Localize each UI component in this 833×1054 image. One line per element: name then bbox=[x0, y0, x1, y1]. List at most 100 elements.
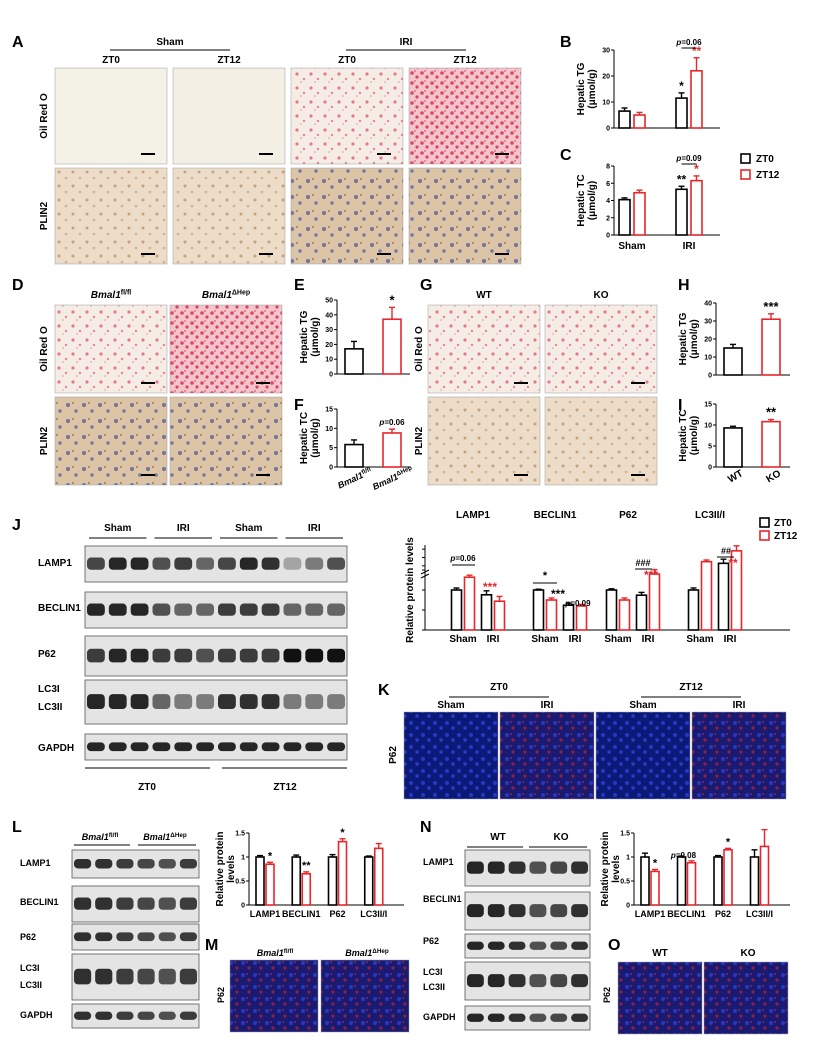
panelL-row-label: BECLIN1 bbox=[20, 897, 59, 907]
panelJ-blot-GAPDH bbox=[84, 733, 348, 761]
axis-break bbox=[420, 569, 430, 579]
panelA-row-label: PLIN2 bbox=[39, 201, 50, 230]
significance-star: ** bbox=[728, 556, 738, 570]
y-tick-label: 30 bbox=[325, 327, 333, 334]
blot-band bbox=[95, 968, 113, 985]
panel-letter-N: N bbox=[420, 819, 432, 836]
blot-band bbox=[152, 557, 171, 570]
x-tick-label: BECLIN1 bbox=[282, 909, 321, 919]
panelN-row-label: LC3II bbox=[423, 982, 445, 992]
panelA-micrograph bbox=[172, 167, 286, 265]
panelN-blot bbox=[464, 933, 591, 959]
blot-band bbox=[74, 968, 92, 985]
y-tick-label: 0 bbox=[708, 465, 712, 472]
blot-band bbox=[196, 742, 214, 752]
x-tick-label: IRI bbox=[569, 634, 582, 645]
bar-LAMP1-1 bbox=[650, 870, 660, 906]
y-axis-label: levels bbox=[226, 855, 237, 883]
panelJ-row-label: GAPDH bbox=[38, 743, 74, 754]
blot-band bbox=[508, 941, 526, 950]
chart-I: 0 5 10 15 Hepatic TC (μmol/g) ** WT KO bbox=[678, 402, 790, 485]
blot-band bbox=[305, 742, 324, 752]
blot-band bbox=[239, 742, 258, 752]
y-axis-label: Hepatic TG bbox=[299, 310, 310, 363]
panelD-micrograph bbox=[54, 304, 168, 394]
blot-band bbox=[130, 603, 149, 616]
panelK-row-label: P62 bbox=[388, 746, 399, 764]
blot-band bbox=[261, 603, 280, 616]
panelL-row-label: GAPDH bbox=[20, 1010, 53, 1020]
panelG-row-label: PLIN2 bbox=[414, 426, 425, 455]
x-tick-label: BECLIN1 bbox=[667, 909, 706, 919]
panelD-row-label: PLIN2 bbox=[39, 426, 50, 455]
y-tick-label: 15 bbox=[704, 402, 712, 409]
y-axis-label: (μmol/g) bbox=[689, 416, 700, 455]
blot-band bbox=[218, 648, 236, 663]
blot-band bbox=[158, 897, 176, 910]
x-tick-label: LC3II/I bbox=[360, 909, 387, 919]
blot-band bbox=[158, 968, 176, 985]
blot-band bbox=[571, 1013, 588, 1022]
y-tick-label: 30 bbox=[602, 48, 610, 55]
bar-P62-0 bbox=[713, 856, 723, 906]
x-tick-label: IRI bbox=[724, 634, 737, 645]
blot-band bbox=[116, 1011, 134, 1020]
panelL-blot bbox=[71, 1003, 200, 1029]
blot-band bbox=[174, 603, 193, 616]
chart-F: 0 5 10 15 Hepatic TC (μmol/g) p=0.06 Bmal1fl/fl… bbox=[299, 407, 413, 492]
blot-band bbox=[508, 861, 526, 874]
blot-band bbox=[218, 603, 236, 616]
y-axis-label: Relative protein levels bbox=[405, 537, 416, 643]
bar-LAMP1-1 bbox=[265, 863, 275, 906]
bar-LAMP1-Sham-ZT12 bbox=[463, 576, 476, 631]
blot-band bbox=[179, 858, 197, 869]
blot-band bbox=[174, 742, 193, 752]
blot-band bbox=[218, 742, 236, 752]
significance-p: p=0.06 bbox=[675, 38, 702, 47]
y-tick-label: 15 bbox=[325, 407, 333, 414]
y-tick-label: 1 bbox=[241, 855, 245, 862]
panelM-fluorescence bbox=[320, 959, 410, 1033]
y-tick-label: 1.5 bbox=[620, 831, 630, 838]
y-axis-label: Hepatic TC bbox=[299, 412, 310, 464]
y-tick-label: 5 bbox=[708, 444, 712, 451]
panel-letter-F: F bbox=[294, 397, 304, 414]
blot-band bbox=[487, 941, 505, 950]
panelK-group: ZT0 bbox=[490, 682, 508, 693]
significance-hash: ### bbox=[635, 558, 650, 568]
p-value: =0.06 bbox=[681, 38, 702, 47]
y-tick-label: 0.5 bbox=[235, 879, 245, 886]
blot-band bbox=[283, 742, 302, 752]
bar-BECLIN1-IRI-ZT12 bbox=[575, 605, 588, 631]
bar-LC3II/I-1 bbox=[759, 845, 770, 906]
panelA-group-Sham: Sham bbox=[156, 37, 183, 48]
bar-ZT0-Sham bbox=[618, 198, 631, 236]
panelO-column-label: WT bbox=[652, 948, 668, 959]
legend-label: ZT12 bbox=[756, 170, 780, 181]
blot-band bbox=[261, 694, 280, 710]
x-tick-label: Bmal1fl/fl bbox=[336, 466, 374, 491]
panelN-row-label: P62 bbox=[423, 936, 439, 946]
chart-H: 0 10 20 30 40 Hepatic TG (μmol/g) *** bbox=[678, 299, 790, 380]
genotype-superscript: ΔHep bbox=[372, 948, 389, 955]
panelN-row-label: LC3I bbox=[423, 967, 443, 977]
blot-band bbox=[467, 904, 484, 918]
panelK-subgroup: Sham bbox=[629, 700, 656, 711]
panelA-micrograph bbox=[290, 67, 404, 165]
bar-LAMP1-IRI-ZT12 bbox=[493, 600, 506, 631]
blot-band bbox=[571, 861, 588, 874]
y-tick-label: 10 bbox=[704, 423, 712, 430]
blot-band bbox=[529, 974, 547, 988]
panel-letter-K: K bbox=[378, 682, 390, 699]
genotype-superscript: ΔHep bbox=[170, 832, 187, 839]
bar-KO bbox=[761, 420, 781, 468]
blot-band bbox=[130, 648, 149, 663]
panelJ-top-group: IRI bbox=[177, 523, 190, 534]
bar-KO bbox=[761, 318, 781, 376]
y-tick-label: 2 bbox=[606, 215, 610, 222]
blot-band bbox=[283, 694, 302, 710]
panel-letter-D: D bbox=[12, 277, 24, 294]
bar-P62-IRI-ZT12 bbox=[648, 573, 661, 631]
blot-band bbox=[130, 694, 149, 710]
panelL-row-label: LC3II bbox=[20, 980, 42, 990]
